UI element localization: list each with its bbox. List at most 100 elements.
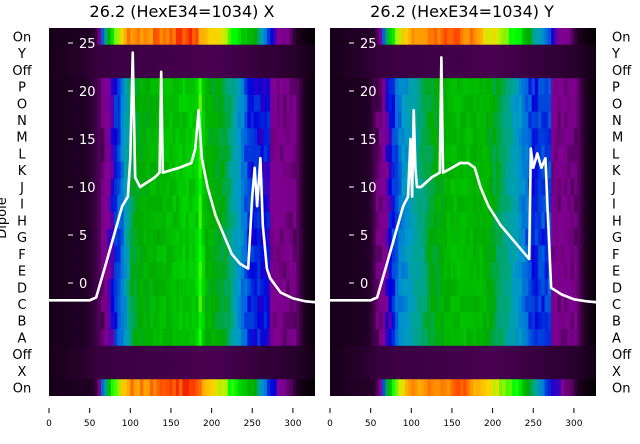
heatmap-cell: [554, 94, 559, 113]
heatmap-cell: [146, 228, 151, 247]
heatmap-cell: [531, 345, 536, 364]
heatmap-cell: [473, 145, 477, 163]
heatmap-cell: [253, 312, 258, 330]
heatmap-cell: [456, 78, 461, 96]
heatmap-cell: [71, 111, 76, 129]
heatmap-cell: [266, 295, 271, 313]
heatmap-cell: [557, 111, 562, 129]
heatmap-cell: [505, 111, 510, 129]
heatmap-cell: [525, 278, 529, 297]
heatmap-cell: [312, 262, 315, 280]
heatmap-cell: [414, 145, 419, 163]
heatmap-cell: [312, 94, 315, 113]
heatmap-cell: [299, 379, 304, 396]
heatmap-cell: [593, 212, 596, 230]
heatmap-cell: [395, 145, 399, 163]
heatmap-cell: [218, 195, 222, 213]
inner-y-tick-label: 15: [360, 133, 377, 148]
heatmap-cell: [531, 111, 536, 129]
heatmap-cell: [263, 111, 268, 129]
heatmap-cell: [188, 212, 193, 230]
heatmap-cell: [117, 61, 122, 79]
heatmap-cell: [356, 212, 360, 230]
heatmap-cell: [443, 111, 448, 129]
heatmap-cell: [538, 262, 542, 280]
heatmap-cell: [237, 295, 242, 313]
heatmap-cell: [286, 28, 291, 46]
inner-y-tick-label: 15: [79, 133, 96, 148]
heatmap-cell: [375, 362, 380, 380]
heatmap-cell: [52, 111, 57, 129]
heatmap-cell: [450, 44, 455, 63]
heatmap-cell: [123, 161, 128, 180]
heatmap-cell: [440, 44, 445, 63]
heatmap-cell: [279, 78, 284, 96]
heatmap-cell: [339, 345, 344, 364]
heatmap-cell: [260, 44, 265, 63]
heatmap-cell: [253, 28, 258, 46]
heatmap-cell: [276, 178, 281, 196]
heatmap-cell: [486, 212, 490, 230]
heatmap-cell: [309, 245, 314, 263]
heatmap-cell: [388, 329, 393, 347]
row-label: K: [18, 164, 27, 179]
heatmap-cell: [71, 245, 76, 263]
heatmap-cell: [395, 78, 399, 96]
heatmap-cell: [88, 278, 92, 297]
heatmap-cell: [221, 228, 226, 247]
heatmap-cell: [257, 362, 261, 380]
heatmap-cell: [156, 28, 161, 46]
heatmap-cell: [185, 195, 190, 213]
heatmap-cell: [75, 212, 79, 230]
heatmap-cell: [146, 329, 151, 347]
heatmap-cell: [388, 111, 393, 129]
heatmap-cell: [482, 161, 487, 180]
heatmap-cell: [482, 245, 487, 263]
heatmap-cell: [489, 78, 494, 96]
heatmap-cell: [270, 145, 274, 163]
heatmap-cell: [58, 111, 63, 129]
heatmap-cell: [143, 145, 148, 163]
heatmap-cell: [499, 44, 503, 63]
heatmap-cell: [179, 228, 183, 247]
heatmap-cell: [270, 312, 274, 330]
heatmap-cell: [534, 362, 539, 380]
heatmap-cell: [398, 61, 403, 79]
heatmap-cell: [495, 278, 500, 297]
heatmap-cell: [365, 161, 370, 180]
heatmap-cell: [153, 178, 157, 196]
heatmap-cell: [456, 94, 461, 113]
heatmap-cell: [231, 61, 235, 79]
heatmap-cell: [140, 94, 144, 113]
heatmap-cell: [330, 228, 334, 247]
heatmap-cell: [110, 44, 115, 63]
heatmap-cell: [551, 161, 555, 180]
heatmap-cell: [544, 78, 549, 96]
heatmap-cell: [551, 212, 555, 230]
heatmap-cell: [375, 111, 380, 129]
heatmap-cell: [427, 212, 432, 230]
heatmap-cell: [463, 312, 468, 330]
heatmap-cell: [188, 262, 193, 280]
heatmap-cell: [343, 245, 347, 263]
heatmap-cell: [201, 245, 206, 263]
heatmap-cell: [91, 28, 96, 46]
heatmap-cell: [179, 245, 183, 263]
heatmap-cell: [577, 161, 582, 180]
heatmap-cell: [547, 195, 552, 213]
heatmap-cell: [234, 195, 239, 213]
heatmap-cell: [78, 145, 83, 163]
heatmap-cell: [257, 145, 261, 163]
heatmap-cell: [430, 295, 435, 313]
heatmap-cell: [286, 111, 291, 129]
heatmap-cell: [195, 161, 200, 180]
heatmap-cell: [557, 178, 562, 196]
heatmap-cell: [127, 111, 131, 129]
heatmap-cell: [401, 329, 406, 347]
heatmap-cell: [486, 278, 490, 297]
heatmap-cell: [143, 111, 148, 129]
heatmap-cell: [55, 329, 60, 347]
heatmap-cell: [414, 195, 419, 213]
heatmap-cell: [247, 295, 252, 313]
heatmap-cell: [270, 28, 274, 46]
